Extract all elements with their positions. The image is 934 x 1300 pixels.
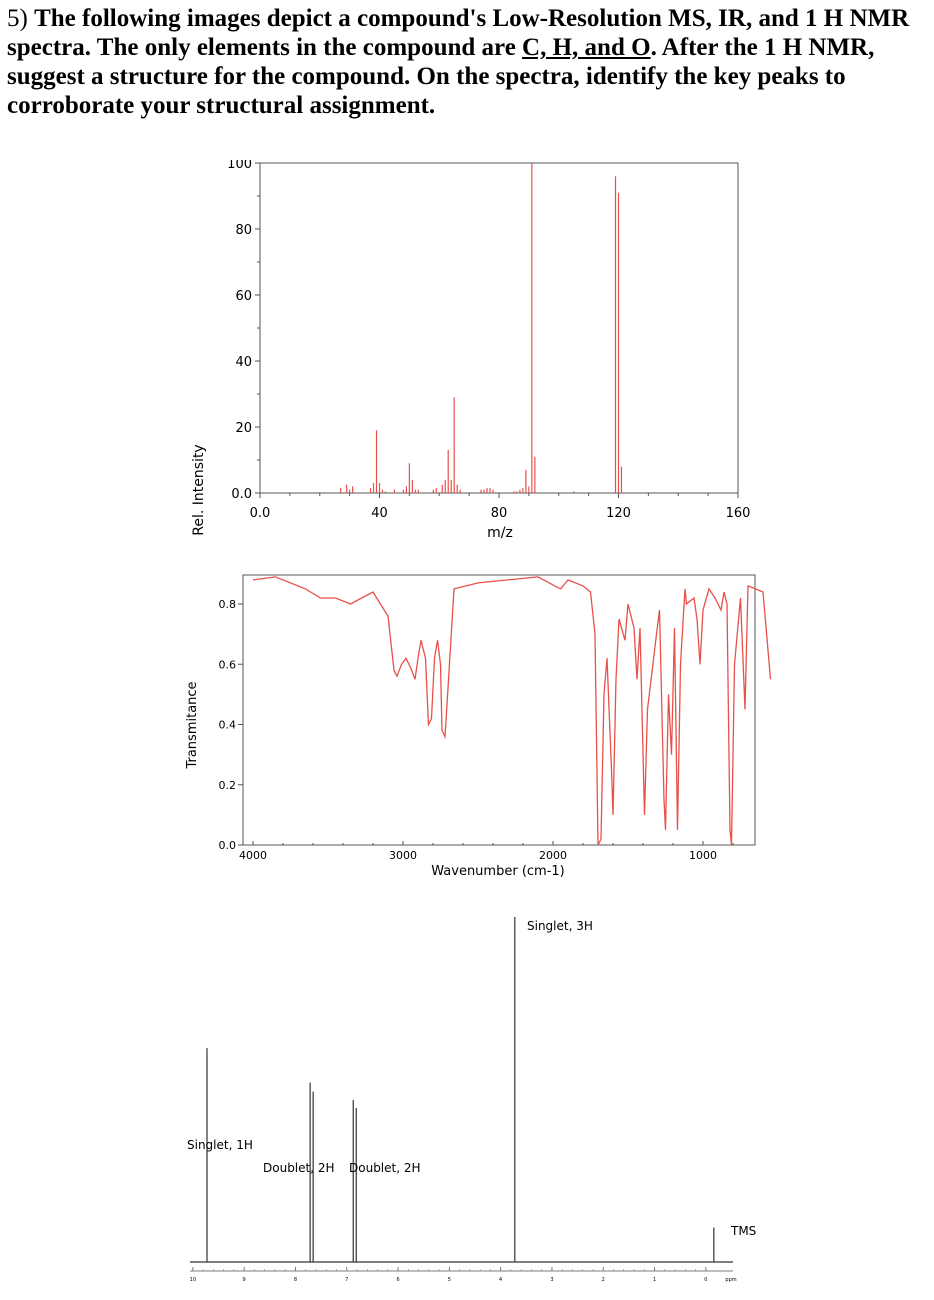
nmr-peak-label: Singlet, 1H <box>187 1138 253 1152</box>
ms-y-ticks: 0.0 20 40 60 80 100 <box>227 160 260 502</box>
ir-spectrum-line <box>252 576 772 846</box>
nmr-x-tick-label: 8 <box>294 1277 297 1283</box>
ir-x-tick-label: 3000 <box>389 849 417 862</box>
mass-spectrum-chart: 0.0 20 40 60 80 100 0.0 40 80 120 160 Rel. Intens… <box>191 160 751 541</box>
nmr-x-tick-label: 0 <box>704 1277 707 1283</box>
ms-x-tick-label: 0.0 <box>250 506 271 521</box>
ms-x-ticks: 0.0 40 80 120 160 <box>250 493 751 521</box>
ms-axes <box>259 162 739 494</box>
ir-x-ticks: 4000 3000 2000 1000 <box>239 841 734 862</box>
ms-y-tick-label: 100 <box>227 160 252 172</box>
ms-x-tick-label: 80 <box>491 506 508 521</box>
ms-y-tick-label: 20 <box>235 421 252 436</box>
ms-x-tick-label: 160 <box>726 506 751 521</box>
question-elements: C, H, and O <box>522 34 651 61</box>
ir-y-tick-label: 0.6 <box>219 658 237 671</box>
ir-plot-frame <box>242 574 756 846</box>
nmr-peaks <box>206 917 715 1262</box>
nmr-x-axis-label: ppm <box>725 1277 736 1283</box>
ir-y-ticks: 0.0 0.2 0.4 0.6 0.8 <box>219 598 243 852</box>
nmr-peak-label: Singlet, 3H <box>527 919 593 933</box>
ir-y-tick-label: 0.0 <box>219 839 237 852</box>
ir-x-tick-label: 2000 <box>539 849 567 862</box>
nmr-peak-label: Doublet, 2H <box>349 1161 421 1175</box>
ir-spectrum-chart: 0.0 0.2 0.4 0.6 0.8 4000 3000 2000 1000 Transmi… <box>185 574 772 879</box>
ms-plot-frame <box>259 162 739 494</box>
ms-x-tick-label: 40 <box>371 506 388 521</box>
ir-y-tick-label: 0.4 <box>219 719 237 732</box>
ms-peaks <box>340 163 623 493</box>
nmr-x-tick-label: 3 <box>550 1277 553 1283</box>
ms-x-tick-label: 120 <box>606 506 631 521</box>
ir-y-tick-label: 0.2 <box>219 779 237 792</box>
nmr-x-tick-label: 5 <box>448 1277 451 1283</box>
ms-x-axis-label: m/z <box>487 525 513 541</box>
ms-y-axis-label: Rel. Intensity <box>191 444 207 535</box>
nmr-peak-label: TMS <box>730 1224 756 1238</box>
nmr-x-tick-label: 7 <box>345 1277 348 1283</box>
nmr-x-tick-label: 6 <box>396 1277 399 1283</box>
question-text-after: . After the 1 H NMR, suggest a structure… <box>7 34 875 119</box>
nmr-x-tick-label: 4 <box>499 1277 502 1283</box>
nmr-x-tick-label: 10 <box>190 1277 196 1283</box>
nmr-peak-label: Doublet, 2H <box>263 1161 335 1175</box>
ms-y-tick-label: 80 <box>235 223 252 238</box>
question-text-before: The following images depict a compound's… <box>7 5 910 61</box>
question-number: 5) <box>7 5 28 32</box>
ir-y-tick-label: 0.8 <box>219 598 237 611</box>
nmr-x-tick-label: 2 <box>602 1277 605 1283</box>
ir-x-tick-label: 4000 <box>239 849 267 862</box>
ir-x-tick-label: 1000 <box>689 849 717 862</box>
nmr-x-ticks: 10 9 8 7 6 5 4 3 2 1 0 <box>190 1267 707 1283</box>
nmr-x-tick-label: 1 <box>653 1277 656 1283</box>
ir-x-axis-label: Wavenumber (cm-1) <box>431 864 564 879</box>
ir-y-axis-label: Transmitance <box>185 681 200 769</box>
question-text: 5) The following images depict a compoun… <box>7 4 929 120</box>
nmr-peak-labels: Singlet, 1H Doublet, 2H Doublet, 2H Singlet… <box>187 919 756 1238</box>
ms-y-tick-label: 0.0 <box>231 487 252 502</box>
nmr-x-tick-label: 9 <box>243 1277 246 1283</box>
ms-y-tick-label: 60 <box>235 289 252 304</box>
ms-y-tick-label: 40 <box>235 355 252 370</box>
